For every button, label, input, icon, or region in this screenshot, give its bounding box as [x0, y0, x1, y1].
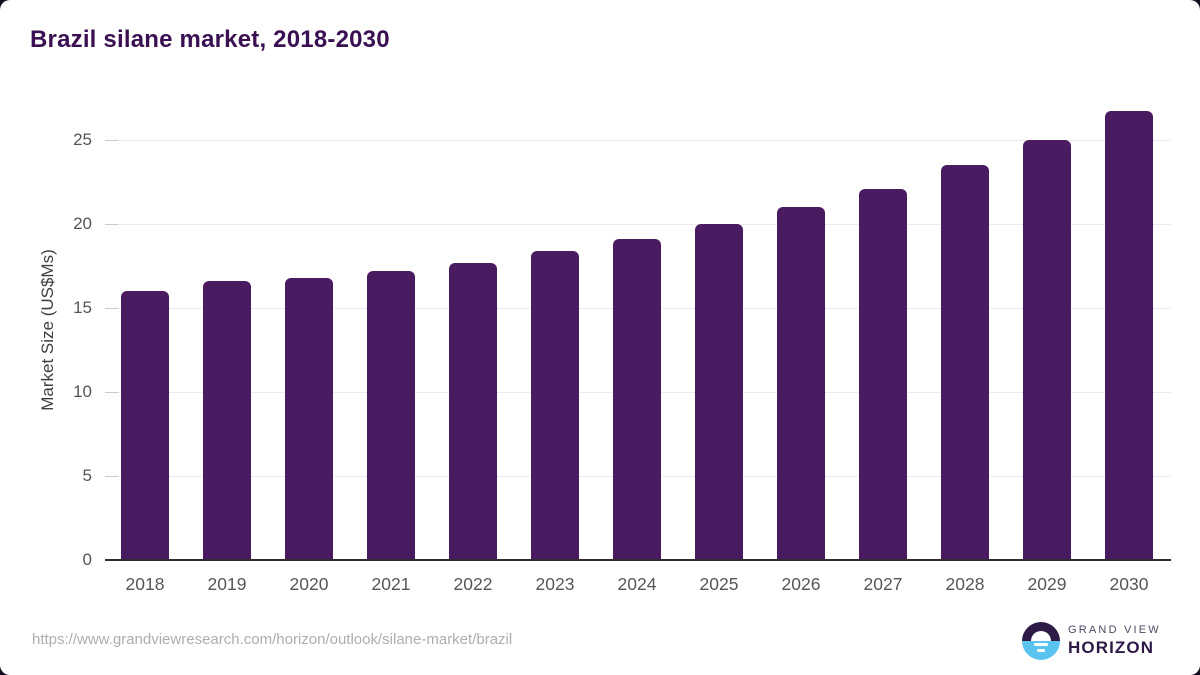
bar-2018 — [121, 291, 169, 560]
bar-2024 — [613, 239, 661, 560]
bar-2028 — [941, 165, 989, 560]
bar-2019 — [203, 281, 251, 560]
chart-title: Brazil silane market, 2018-2030 — [30, 26, 390, 53]
y-tickmark-10 — [105, 392, 118, 393]
bar-2021 — [367, 271, 415, 560]
y-tick-label: 0 — [82, 550, 92, 569]
bar-2020 — [285, 277, 333, 560]
x-tick-label: 2025 — [699, 574, 739, 594]
x-tick-label: 2022 — [453, 574, 493, 594]
y-tickmark-25 — [105, 140, 118, 141]
x-tick-label: 2020 — [289, 574, 329, 594]
horizon-sun-logo-icon — [1022, 622, 1060, 660]
y-tick-label: 15 — [73, 298, 92, 317]
logo-product-name: HORIZON — [1068, 638, 1155, 657]
bar-2030 — [1105, 111, 1153, 560]
y-tick-label: 5 — [82, 466, 92, 485]
grand-view-horizon-logo: GRAND VIEW HORIZON — [1022, 621, 1168, 661]
y-tick-label: 25 — [73, 130, 92, 149]
y-tickmark-20 — [105, 224, 118, 225]
x-tick-label: 2029 — [1027, 574, 1067, 594]
bar-2025 — [695, 224, 743, 560]
gridline-25 — [105, 140, 1171, 141]
x-tick-label: 2027 — [863, 574, 903, 594]
x-tick-label: 2030 — [1109, 574, 1149, 594]
x-tick-label: 2023 — [535, 574, 575, 594]
bar-2029 — [1023, 140, 1071, 560]
logo-brand-name: GRAND VIEW — [1068, 624, 1161, 636]
y-tickmark-15 — [105, 308, 118, 309]
y-tick-label: 20 — [73, 214, 92, 233]
x-tick-label: 2026 — [781, 574, 821, 594]
y-tickmark-5 — [105, 476, 118, 477]
x-tick-label: 2028 — [945, 574, 985, 594]
bar-2027 — [859, 188, 907, 560]
x-axis-line — [105, 559, 1171, 561]
gridline-20 — [105, 224, 1171, 225]
x-tick-label: 2019 — [207, 574, 247, 594]
x-tick-label: 2024 — [617, 574, 657, 594]
logo-text: GRAND VIEW HORIZON — [1068, 624, 1161, 658]
bar-2022 — [449, 262, 497, 560]
source-url: https://www.grandviewresearch.com/horizo… — [32, 631, 513, 648]
x-tick-label: 2018 — [125, 574, 165, 594]
x-tick-label: 2021 — [371, 574, 411, 594]
bar-2026 — [777, 207, 825, 560]
bar-2023 — [531, 250, 579, 560]
y-tick-label: 10 — [73, 382, 92, 401]
